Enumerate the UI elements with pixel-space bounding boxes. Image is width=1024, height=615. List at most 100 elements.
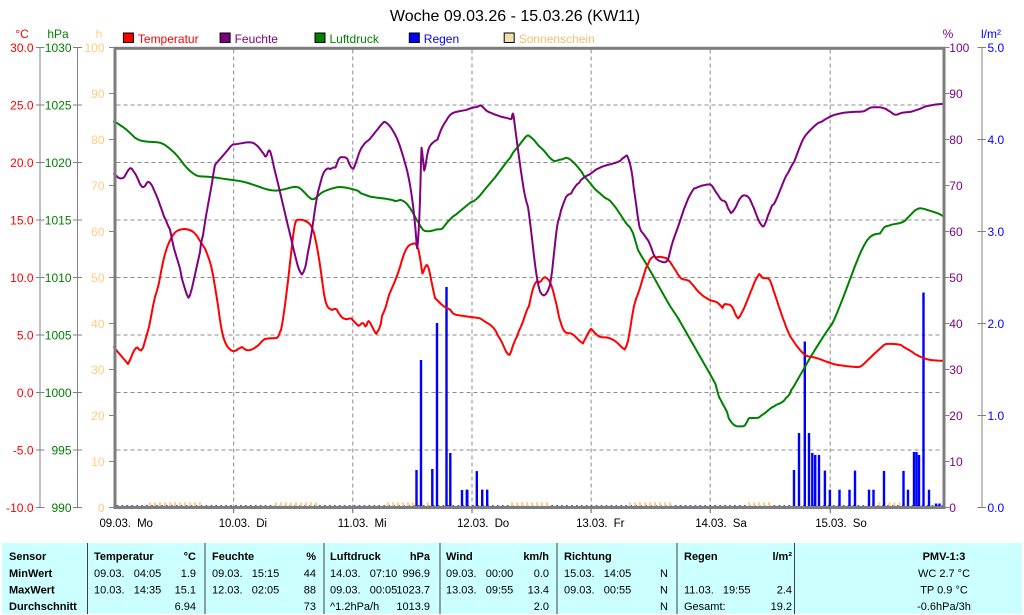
svg-text:h: h	[96, 27, 103, 41]
svg-text:09.03. 15:15: 09.03. 15:15	[212, 568, 279, 580]
svg-text:20: 20	[949, 409, 963, 423]
svg-text:MaxWert: MaxWert	[9, 585, 55, 597]
svg-text:60: 60	[91, 225, 105, 239]
svg-text:44: 44	[304, 568, 316, 580]
svg-text:80: 80	[949, 133, 963, 147]
svg-text:N: N	[660, 601, 668, 613]
svg-text:TP 0.9 °C: TP 0.9 °C	[920, 585, 968, 597]
svg-text:70: 70	[91, 179, 105, 193]
svg-text:13.03. 09:55: 13.03. 09:55	[446, 585, 513, 597]
svg-text:990: 990	[51, 501, 71, 515]
svg-text:30: 30	[91, 363, 105, 377]
svg-text:11.03. Mi: 11.03. Mi	[338, 518, 387, 530]
svg-text:13.4: 13.4	[528, 585, 549, 597]
svg-text:80: 80	[91, 133, 105, 147]
svg-text:995: 995	[51, 444, 71, 458]
svg-text:%: %	[306, 551, 316, 563]
svg-text:15.1: 15.1	[175, 585, 196, 597]
svg-text:^1.2hPa/h: ^1.2hPa/h	[330, 601, 379, 613]
svg-text:Woche 09.03.26 - 15.03.26 (KW1: Woche 09.03.26 - 15.03.26 (KW11)	[390, 8, 640, 25]
svg-text:l/m²: l/m²	[981, 27, 1001, 41]
svg-text:996.9: 996.9	[402, 568, 430, 580]
svg-text:%: %	[943, 27, 954, 41]
svg-text:0: 0	[98, 501, 105, 515]
svg-text:10: 10	[949, 455, 963, 469]
svg-text:hPa: hPa	[47, 27, 69, 41]
svg-text:1010: 1010	[45, 271, 72, 285]
svg-text:1005: 1005	[45, 329, 72, 343]
svg-text:Regen: Regen	[424, 32, 459, 46]
svg-text:15.03. 14:05: 15.03. 14:05	[564, 568, 631, 580]
svg-text:5.0: 5.0	[988, 41, 1005, 55]
svg-text:0.0: 0.0	[17, 386, 34, 400]
svg-text:1013.9: 1013.9	[396, 601, 430, 613]
svg-text:1000: 1000	[45, 386, 72, 400]
svg-text:40: 40	[91, 317, 105, 331]
svg-text:40: 40	[949, 317, 963, 331]
svg-text:°C: °C	[15, 27, 29, 41]
svg-text:3.0: 3.0	[988, 225, 1005, 239]
svg-text:-10.0: -10.0	[6, 501, 34, 515]
svg-text:2.0: 2.0	[534, 601, 549, 613]
svg-text:10.03. Di: 10.03. Di	[219, 518, 267, 530]
svg-text:88: 88	[304, 585, 316, 597]
svg-text:70: 70	[949, 179, 963, 193]
svg-text:°C: °C	[184, 551, 196, 563]
svg-text:50: 50	[91, 271, 105, 285]
svg-text:1015: 1015	[45, 214, 72, 228]
svg-text:14.03. Sa: 14.03. Sa	[695, 518, 747, 530]
svg-text:1023.7: 1023.7	[396, 585, 430, 597]
svg-text:50: 50	[949, 271, 963, 285]
svg-text:73: 73	[304, 601, 316, 613]
svg-text:15.03. So: 15.03. So	[815, 518, 866, 530]
svg-text:6.94: 6.94	[175, 601, 196, 613]
svg-text:Sonnenschein: Sonnenschein	[519, 32, 595, 46]
svg-text:Luftdruck: Luftdruck	[330, 32, 380, 46]
svg-text:Feuchte: Feuchte	[212, 551, 254, 563]
svg-text:20: 20	[91, 409, 105, 423]
svg-text:Feuchte: Feuchte	[235, 32, 279, 46]
svg-text:Sensor: Sensor	[9, 551, 47, 563]
svg-text:-5.0: -5.0	[13, 444, 34, 458]
svg-text:4.0: 4.0	[988, 133, 1005, 147]
svg-text:15.0: 15.0	[10, 214, 34, 228]
svg-text:10: 10	[91, 455, 105, 469]
svg-text:1025: 1025	[45, 99, 72, 113]
svg-text:Durchschnitt: Durchschnitt	[9, 601, 77, 613]
svg-text:2.0: 2.0	[988, 317, 1005, 331]
svg-text:10.0: 10.0	[10, 271, 34, 285]
svg-text:Regen: Regen	[684, 551, 718, 563]
svg-text:09.03. 00:00: 09.03. 00:00	[446, 568, 513, 580]
svg-text:km/h: km/h	[523, 551, 549, 563]
svg-text:5.0: 5.0	[17, 329, 34, 343]
svg-text:PMV-1:3: PMV-1:3	[923, 551, 966, 563]
svg-text:11.03. 19:55: 11.03. 19:55	[684, 585, 750, 597]
svg-text:30: 30	[949, 363, 963, 377]
svg-text:10.03. 14:35: 10.03. 14:35	[94, 585, 161, 597]
svg-text:1020: 1020	[45, 156, 72, 170]
svg-text:19.2: 19.2	[771, 601, 792, 613]
svg-text:30.0: 30.0	[10, 41, 34, 55]
svg-text:0: 0	[949, 501, 956, 515]
svg-text:Temperatur: Temperatur	[138, 32, 199, 46]
svg-text:13.03. Fr: 13.03. Fr	[576, 518, 624, 530]
svg-text:12.03. 02:05: 12.03. 02:05	[212, 585, 279, 597]
svg-text:l/m²: l/m²	[772, 551, 792, 563]
svg-text:Temperatur: Temperatur	[94, 551, 154, 563]
svg-text:1030: 1030	[45, 41, 72, 55]
svg-text:0.0: 0.0	[534, 568, 549, 580]
svg-text:90: 90	[949, 87, 963, 101]
svg-text:09.03. Mo: 09.03. Mo	[100, 518, 153, 530]
svg-text:Richtung: Richtung	[564, 551, 612, 563]
svg-text:0.0: 0.0	[988, 501, 1005, 515]
svg-text:Luftdruck: Luftdruck	[330, 551, 382, 563]
svg-text:09.03. 04:05: 09.03. 04:05	[94, 568, 161, 580]
svg-text:100: 100	[949, 41, 969, 55]
svg-text:N: N	[660, 585, 668, 597]
svg-text:09.03. 00:05: 09.03. 00:05	[330, 585, 397, 597]
svg-text:MinWert: MinWert	[9, 568, 53, 580]
svg-text:20.0: 20.0	[10, 156, 34, 170]
svg-text:25.0: 25.0	[10, 99, 34, 113]
svg-text:Gesamt:: Gesamt:	[684, 601, 726, 613]
svg-text:N: N	[660, 568, 668, 580]
